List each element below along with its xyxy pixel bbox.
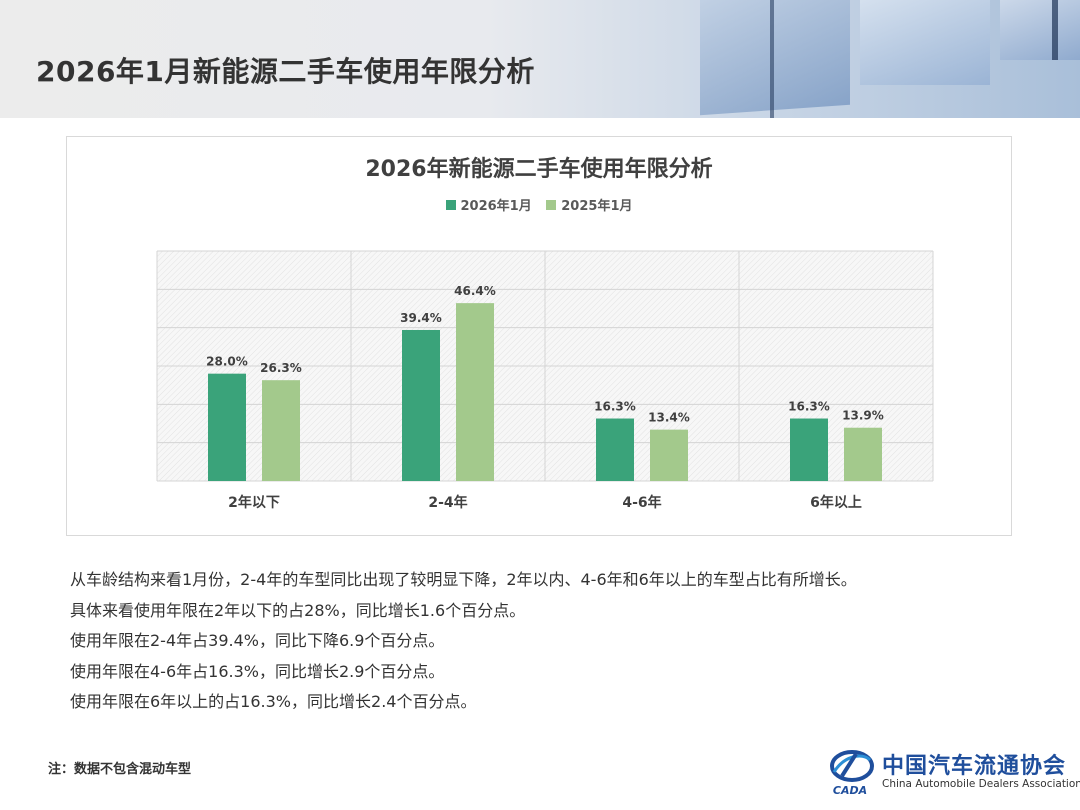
data-label: 16.3%: [594, 400, 636, 414]
category-label: 2年以下: [228, 494, 280, 511]
analysis-line: 从车龄结构来看1月份，2-4年的车型同比出现了较明显下降，2年以内、4-6年和6…: [70, 570, 857, 589]
category-label: 4-6年: [622, 494, 661, 511]
bar-series-2: [456, 303, 494, 481]
header-decoration: [770, 0, 774, 118]
footnote: 注：数据不包含混动车型: [48, 762, 192, 777]
chart-container: 28.0% 26.3% 2年以下 39.4% 46.4% 2-4年 16.3% 13.4% 4-…: [66, 136, 1012, 536]
legend-label: 2026年1月: [460, 199, 532, 214]
cada-logo-mark-text: CADA: [833, 784, 867, 797]
bar-series-1: [596, 418, 634, 481]
cada-logo: CADA 中国汽车流通协会 China Automobile Dealers A…: [822, 742, 1080, 798]
analysis-line: 使用年限在6年以上的占16.3%，同比增长2.4个百分点。: [70, 692, 477, 711]
chart-legend: 2026年1月 2025年1月: [67, 195, 1011, 214]
header-decoration: [1052, 0, 1058, 60]
analysis-text: 从车龄结构来看1月份，2-4年的车型同比出现了较明显下降，2年以内、4-6年和6…: [70, 565, 1030, 718]
header-decoration: [860, 0, 990, 85]
bar-chart: 28.0% 26.3% 2年以下 39.4% 46.4% 2-4年 16.3% 13.4% 4-…: [156, 250, 934, 511]
data-label: 46.4%: [454, 284, 496, 298]
category-label: 6年以上: [810, 494, 862, 511]
data-label: 16.3%: [788, 400, 830, 414]
data-label: 13.4%: [648, 411, 690, 425]
legend-item-series-2: 2025年1月: [546, 195, 633, 214]
bar-series-1: [790, 418, 828, 481]
bar-series-2: [650, 429, 688, 481]
analysis-line: 具体来看使用年限在2年以下的占28%，同比增长1.6个百分点。: [70, 600, 526, 620]
chart-title: 2026年新能源二手车使用年限分析: [365, 157, 713, 182]
legend-swatch-series-2: [546, 199, 557, 210]
header-banner: 2026年1月新能源二手车使用年限分析: [0, 0, 1080, 118]
legend-label: 2025年1月: [561, 199, 633, 214]
data-label: 28.0%: [206, 355, 248, 369]
analysis-line: 使用年限在2-4年占39.4%，同比下降6.9个百分点。: [70, 631, 445, 650]
legend-item-series-1: 2026年1月: [445, 195, 532, 214]
logo-english-name: China Automobile Dealers Association: [882, 778, 1080, 790]
analysis-line: 使用年限在4-6年占16.3%，同比增长2.9个百分点。: [70, 661, 445, 681]
bar-series-1: [208, 373, 246, 481]
header-decoration: [1000, 0, 1080, 60]
bar-series-1: [402, 329, 440, 481]
cada-logo-icon: CADA: [830, 750, 874, 797]
bar-series-2: [844, 427, 882, 481]
page-title: 2026年1月新能源二手车使用年限分析: [36, 55, 535, 88]
data-label: 39.4%: [400, 311, 442, 325]
header-decoration: [700, 0, 850, 116]
category-label: 2-4年: [428, 494, 467, 511]
legend-swatch-series-1: [445, 199, 456, 210]
data-label: 13.9%: [842, 409, 884, 423]
logo-chinese-name: 中国汽车流通协会: [882, 753, 1067, 779]
data-label: 26.3%: [260, 361, 302, 375]
bar-series-2: [262, 380, 300, 481]
